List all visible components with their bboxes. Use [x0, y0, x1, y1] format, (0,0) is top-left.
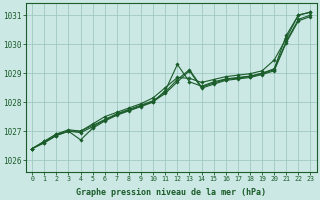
X-axis label: Graphe pression niveau de la mer (hPa): Graphe pression niveau de la mer (hPa) — [76, 188, 266, 197]
